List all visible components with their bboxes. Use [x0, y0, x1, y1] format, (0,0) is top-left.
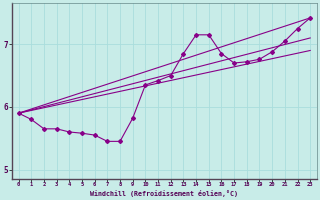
X-axis label: Windchill (Refroidissement éolien,°C): Windchill (Refroidissement éolien,°C) — [90, 190, 238, 197]
